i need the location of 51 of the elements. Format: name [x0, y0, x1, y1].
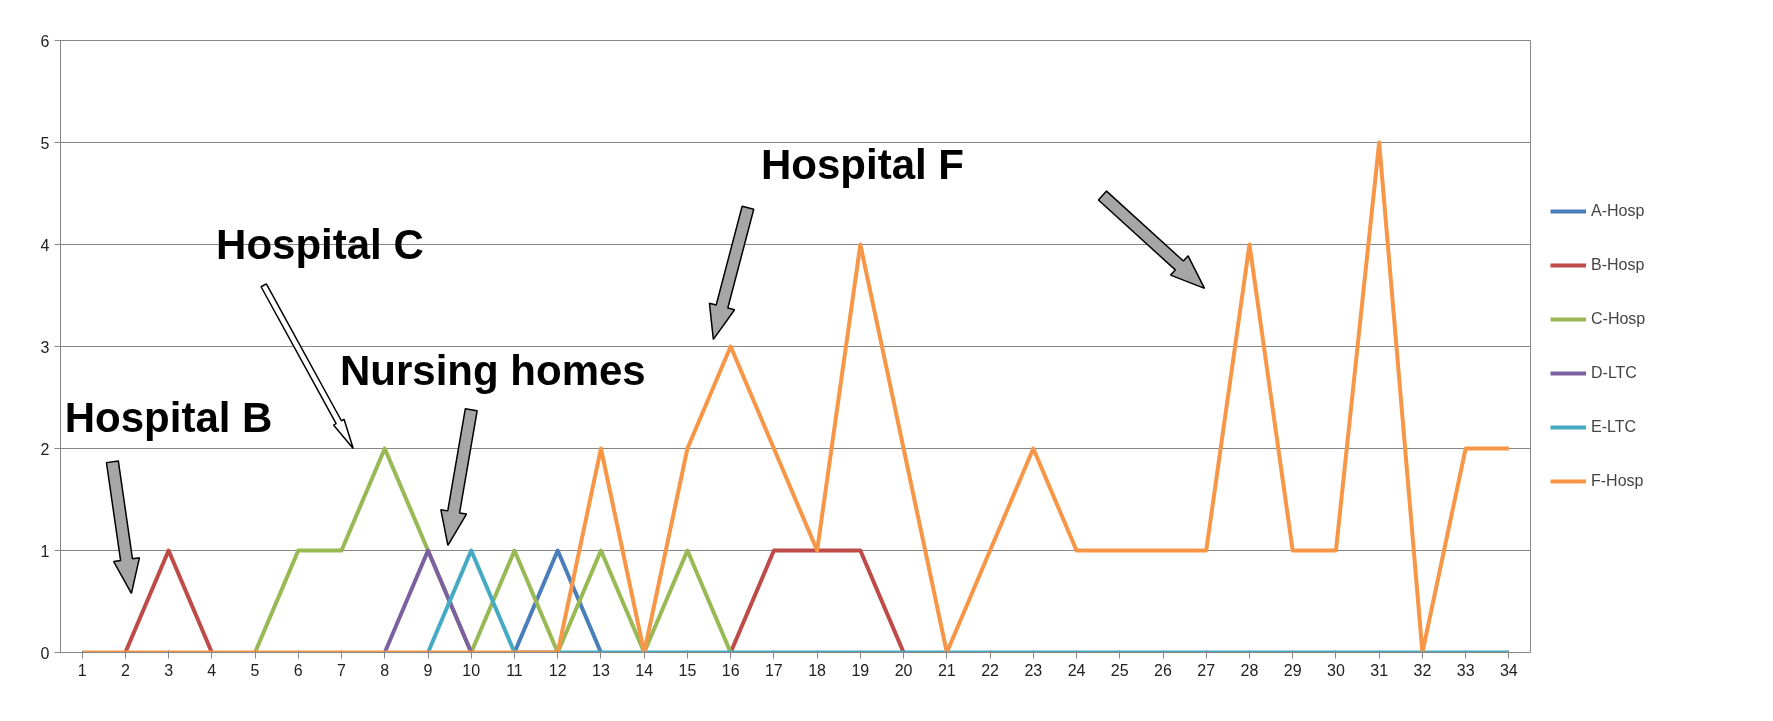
x-tick-label: 1 [77, 661, 87, 679]
x-tick-label: 7 [337, 661, 347, 679]
x-tick-label: 21 [937, 661, 956, 679]
legend-label: C-Hosp [1591, 310, 1647, 328]
x-tick-label: 34 [1499, 661, 1518, 679]
legend-label: B-Hosp [1591, 256, 1646, 274]
x-tick-label: 28 [1240, 661, 1259, 679]
legend-label: F-Hosp [1591, 472, 1645, 490]
x-tick-label: 22 [981, 661, 1000, 679]
x-tick-label: 19 [851, 661, 870, 679]
x-tick-label: 8 [380, 661, 390, 679]
x-tick-label: 5 [250, 661, 260, 679]
x-tick-label: 32 [1413, 661, 1432, 679]
x-tick-label: 11 [506, 661, 523, 679]
y-tick-label: 0 [40, 644, 50, 662]
annotation: Hospital C [216, 221, 424, 268]
x-tick-label: 23 [1024, 661, 1043, 679]
x-tick-label: 27 [1197, 661, 1216, 679]
annotation: Nursing homes [340, 347, 646, 395]
x-tick-label: 2 [120, 661, 130, 679]
x-tick-label: 6 [293, 661, 303, 679]
annotation: Hospital B [64, 394, 273, 442]
y-tick-label: 3 [40, 338, 50, 356]
annotation: Hospital F [761, 141, 965, 189]
legend-label: A-Hosp [1591, 202, 1646, 220]
x-tick-label: 12 [548, 661, 567, 679]
x-tick-label: 31 [1370, 661, 1389, 679]
x-tick-label: 10 [462, 661, 481, 679]
x-tick-label: 30 [1327, 661, 1345, 679]
x-tick-label: 18 [808, 661, 827, 679]
y-tick-label: 4 [40, 236, 50, 254]
x-tick-label: 9 [423, 661, 433, 679]
x-tick-label: 29 [1283, 661, 1302, 679]
y-tick-label: 1 [40, 542, 50, 560]
x-tick-label: 33 [1456, 661, 1475, 679]
legend-label: E-LTC [1591, 418, 1638, 436]
x-tick-label: 17 [764, 661, 783, 679]
x-tick-label: 25 [1110, 661, 1129, 679]
x-tick-label: 13 [592, 661, 610, 679]
y-tick-label: 6 [40, 32, 50, 50]
x-tick-label: 16 [721, 661, 740, 679]
x-tick-label: 4 [207, 661, 217, 679]
x-tick-label: 15 [678, 661, 697, 679]
x-tick-label: 24 [1067, 661, 1086, 679]
x-tick-label: 26 [1154, 661, 1172, 679]
x-tick-label: 20 [894, 661, 913, 679]
y-tick-label: 5 [40, 134, 50, 152]
x-tick-label: 14 [635, 661, 654, 679]
y-tick-label: 2 [40, 440, 50, 458]
legend-label: D-LTC [1591, 364, 1638, 382]
x-tick-label: 3 [164, 661, 174, 679]
